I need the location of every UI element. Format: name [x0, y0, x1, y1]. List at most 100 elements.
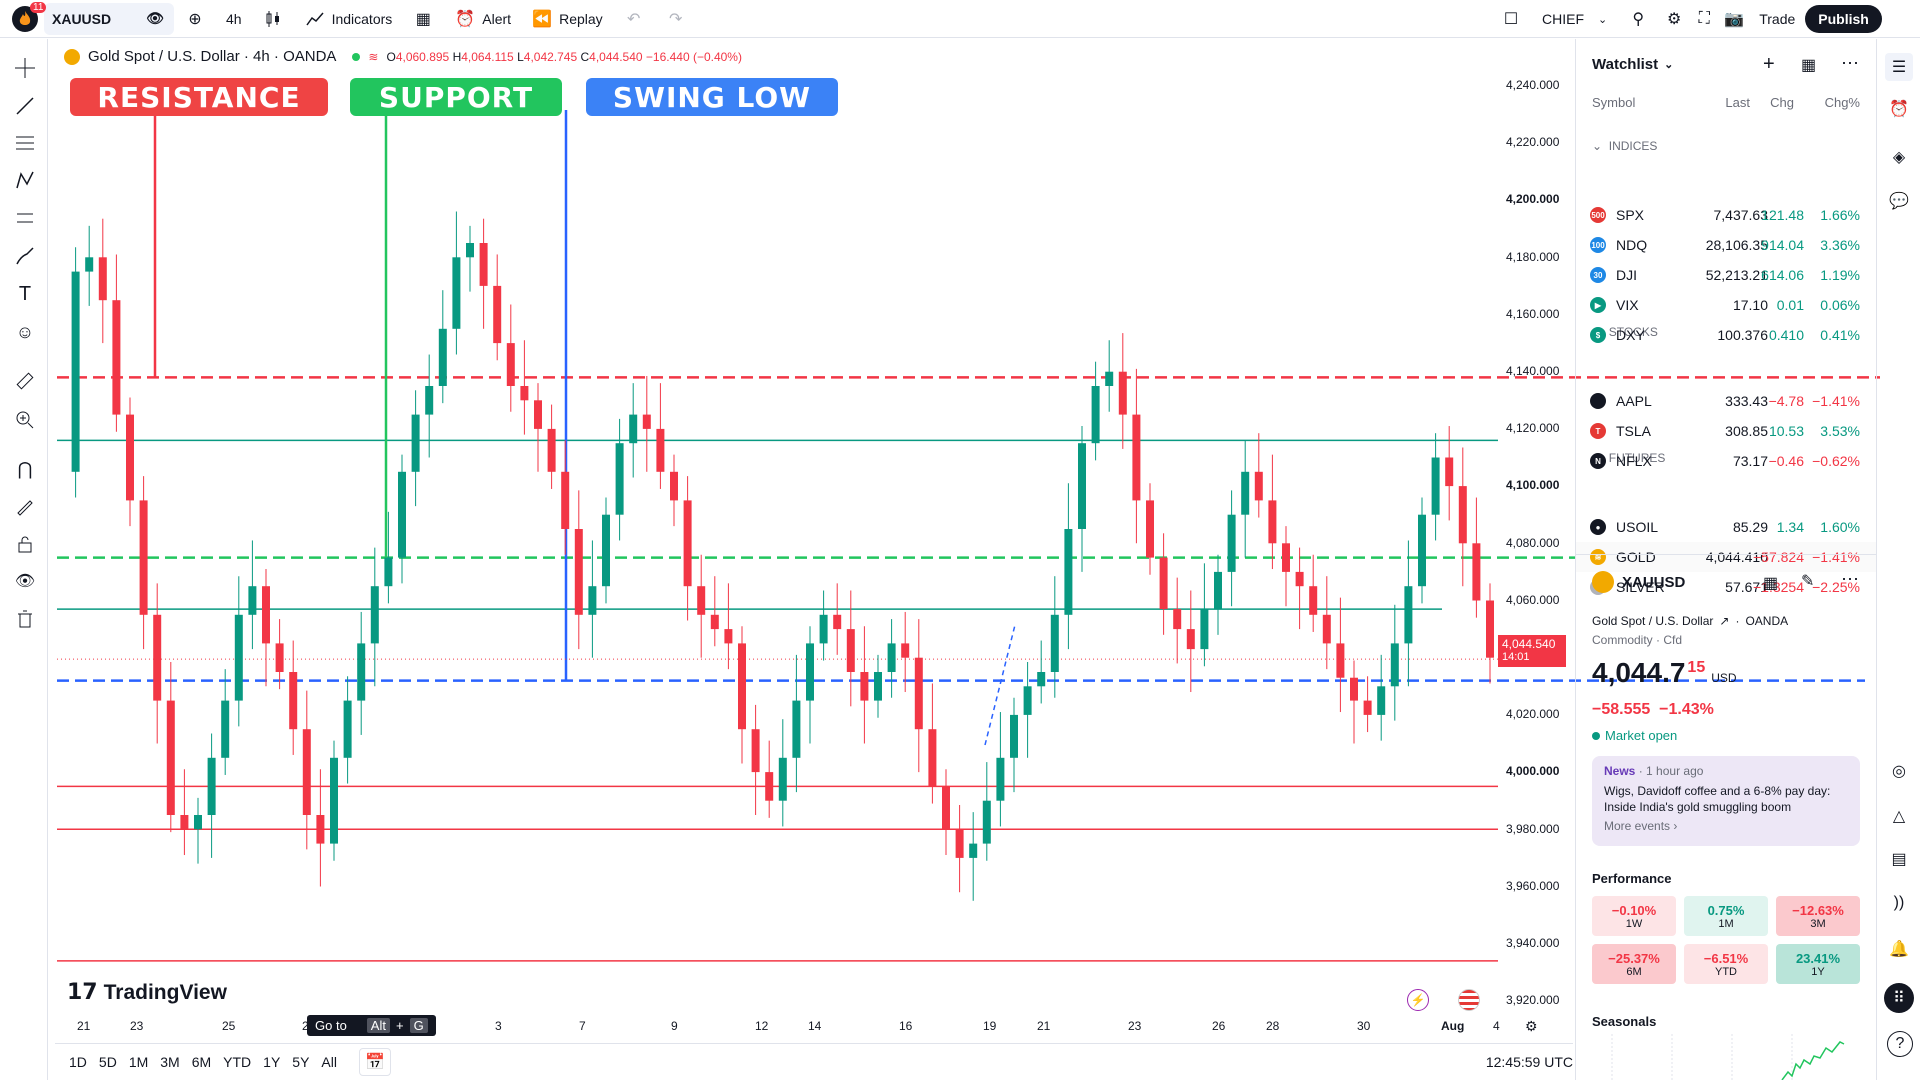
emoji-icon[interactable]: ☺	[15, 321, 35, 342]
candle-body[interactable]	[493, 285, 502, 344]
chat-icon[interactable]: 💬	[1889, 193, 1909, 210]
settings-button[interactable]: ⚙	[1659, 0, 1689, 38]
candle-body[interactable]	[1486, 600, 1494, 658]
candle-body[interactable]	[1377, 686, 1386, 715]
replay-button[interactable]: ⏪ Replay	[521, 0, 613, 38]
candle-body[interactable]	[710, 614, 719, 630]
candle-body[interactable]	[479, 243, 488, 286]
candle-body[interactable]	[1091, 386, 1100, 444]
candle-body[interactable]	[778, 757, 787, 801]
layers-icon[interactable]: ◈	[1892, 149, 1906, 166]
candle-body[interactable]	[1118, 371, 1127, 415]
undo-button[interactable]: ↶	[613, 0, 655, 38]
alerts-clock-icon[interactable]: ⏰	[1889, 101, 1909, 118]
candle-body[interactable]	[602, 514, 610, 587]
chart-type-button[interactable]	[252, 0, 294, 38]
lock-icon[interactable]	[13, 532, 37, 556]
candle-body[interactable]	[574, 529, 583, 615]
tradingview-logo[interactable]: 17 TradingView	[67, 980, 227, 1005]
candle-body[interactable]	[1472, 543, 1481, 601]
candle-body[interactable]	[466, 243, 474, 258]
alert-button[interactable]: ⏰ Alert	[444, 0, 521, 38]
candle-body[interactable]	[1282, 543, 1290, 572]
candle-body[interactable]	[112, 300, 121, 415]
candle-body[interactable]	[1350, 677, 1358, 701]
candle-body[interactable]	[1241, 471, 1250, 515]
candle-body[interactable]	[534, 400, 542, 429]
publish-button[interactable]: Publish	[1805, 5, 1882, 33]
candle-body[interactable]	[724, 629, 733, 644]
quick-search-button[interactable]: ⚲	[1617, 0, 1659, 38]
watchlist-tab-icon[interactable]: ☰	[1885, 53, 1913, 81]
trash-icon[interactable]	[13, 607, 37, 631]
candle-body[interactable]	[1010, 714, 1018, 758]
candle-body[interactable]	[234, 614, 243, 701]
indicators-button[interactable]: Indicators	[294, 0, 403, 38]
candle-body[interactable]	[438, 328, 447, 386]
candle-body[interactable]	[629, 414, 638, 444]
zoom-in-icon[interactable]	[13, 408, 37, 432]
range-button-6m[interactable]: 6M	[191, 1054, 212, 1070]
brush-icon[interactable]	[13, 244, 37, 268]
trade-button[interactable]: Trade	[1749, 0, 1805, 38]
candle-body[interactable]	[547, 428, 556, 472]
col-chg[interactable]: Chg	[1770, 95, 1794, 110]
candle-body[interactable]	[982, 800, 991, 844]
candle-body[interactable]	[751, 729, 760, 773]
range-button-3m[interactable]: 3M	[160, 1054, 180, 1070]
candle-body[interactable]	[370, 586, 379, 644]
layout-toggle[interactable]: ☐	[1490, 0, 1532, 38]
support-tag[interactable]: SUPPORT	[350, 78, 562, 116]
candle-body[interactable]	[806, 643, 814, 701]
candle-body[interactable]	[969, 843, 978, 858]
edit-note-icon[interactable]: ✎	[1801, 573, 1815, 590]
candle-body[interactable]	[207, 757, 216, 815]
range-button-1m[interactable]: 1M	[128, 1054, 149, 1070]
more-options-icon[interactable]: ⋯	[1841, 53, 1859, 73]
add-to-watchlist-button[interactable]: +	[1763, 53, 1775, 75]
candle-body[interactable]	[1227, 514, 1236, 572]
interval-button[interactable]: 4h	[216, 0, 252, 38]
candle-body[interactable]	[1159, 557, 1168, 610]
candle-body[interactable]	[697, 586, 706, 615]
candle-body[interactable]	[1105, 371, 1114, 386]
candle-body[interactable]	[683, 500, 692, 587]
candle-body[interactable]	[262, 586, 270, 644]
apps-grid-icon[interactable]: ⠿	[1884, 983, 1914, 1013]
help-icon[interactable]: ?	[1887, 1031, 1913, 1057]
crosshair-icon[interactable]	[13, 56, 37, 80]
candle-body[interactable]	[1050, 614, 1059, 672]
candle-body[interactable]	[1458, 486, 1467, 544]
watchlist-row[interactable]: 30 DJI 52,213.21 614.06 1.19%	[1576, 260, 1876, 290]
user-avatar[interactable]: 11	[0, 0, 47, 38]
candle-body[interactable]	[398, 471, 406, 558]
col-symbol[interactable]: Symbol	[1592, 95, 1636, 110]
forecast-icon[interactable]	[13, 206, 37, 230]
resistance-tag[interactable]: RESISTANCE	[70, 78, 328, 116]
candle-body[interactable]	[1363, 700, 1372, 715]
candle-body[interactable]	[1146, 500, 1154, 558]
candle-body[interactable]	[887, 643, 896, 672]
candle-body[interactable]	[1132, 414, 1141, 501]
ideas-icon[interactable]: △	[1892, 808, 1906, 825]
watchlist-row[interactable]: 100 NDQ 28,106.35 914.04 3.36%	[1576, 230, 1876, 260]
candle-body[interactable]	[126, 414, 134, 501]
range-button-5d[interactable]: 5D	[98, 1054, 117, 1070]
candle-body[interactable]	[1078, 443, 1086, 529]
watchlist-row[interactable]: ▶ VIX 17.10 0.01 0.06%	[1576, 290, 1876, 320]
candle-body[interactable]	[1254, 471, 1263, 501]
candle-body[interactable]	[330, 757, 338, 844]
trend-sketch-line[interactable]	[984, 624, 1016, 746]
candle-body[interactable]	[506, 343, 515, 386]
text-icon[interactable]: T	[18, 282, 32, 305]
candle-body[interactable]	[98, 257, 107, 301]
layout-name-button[interactable]: CHIEF ⌄	[1532, 0, 1617, 38]
axis-settings-icon[interactable]: ⚙	[1525, 1018, 1538, 1034]
candle-body[interactable]	[248, 586, 257, 615]
candle-body[interactable]	[194, 815, 202, 830]
watchlist-row[interactable]: 500 SPX 7,437.63 121.48 1.66%	[1576, 200, 1876, 230]
candle-body[interactable]	[942, 786, 950, 830]
candle-body[interactable]	[615, 443, 624, 515]
candle-body[interactable]	[1214, 571, 1222, 610]
